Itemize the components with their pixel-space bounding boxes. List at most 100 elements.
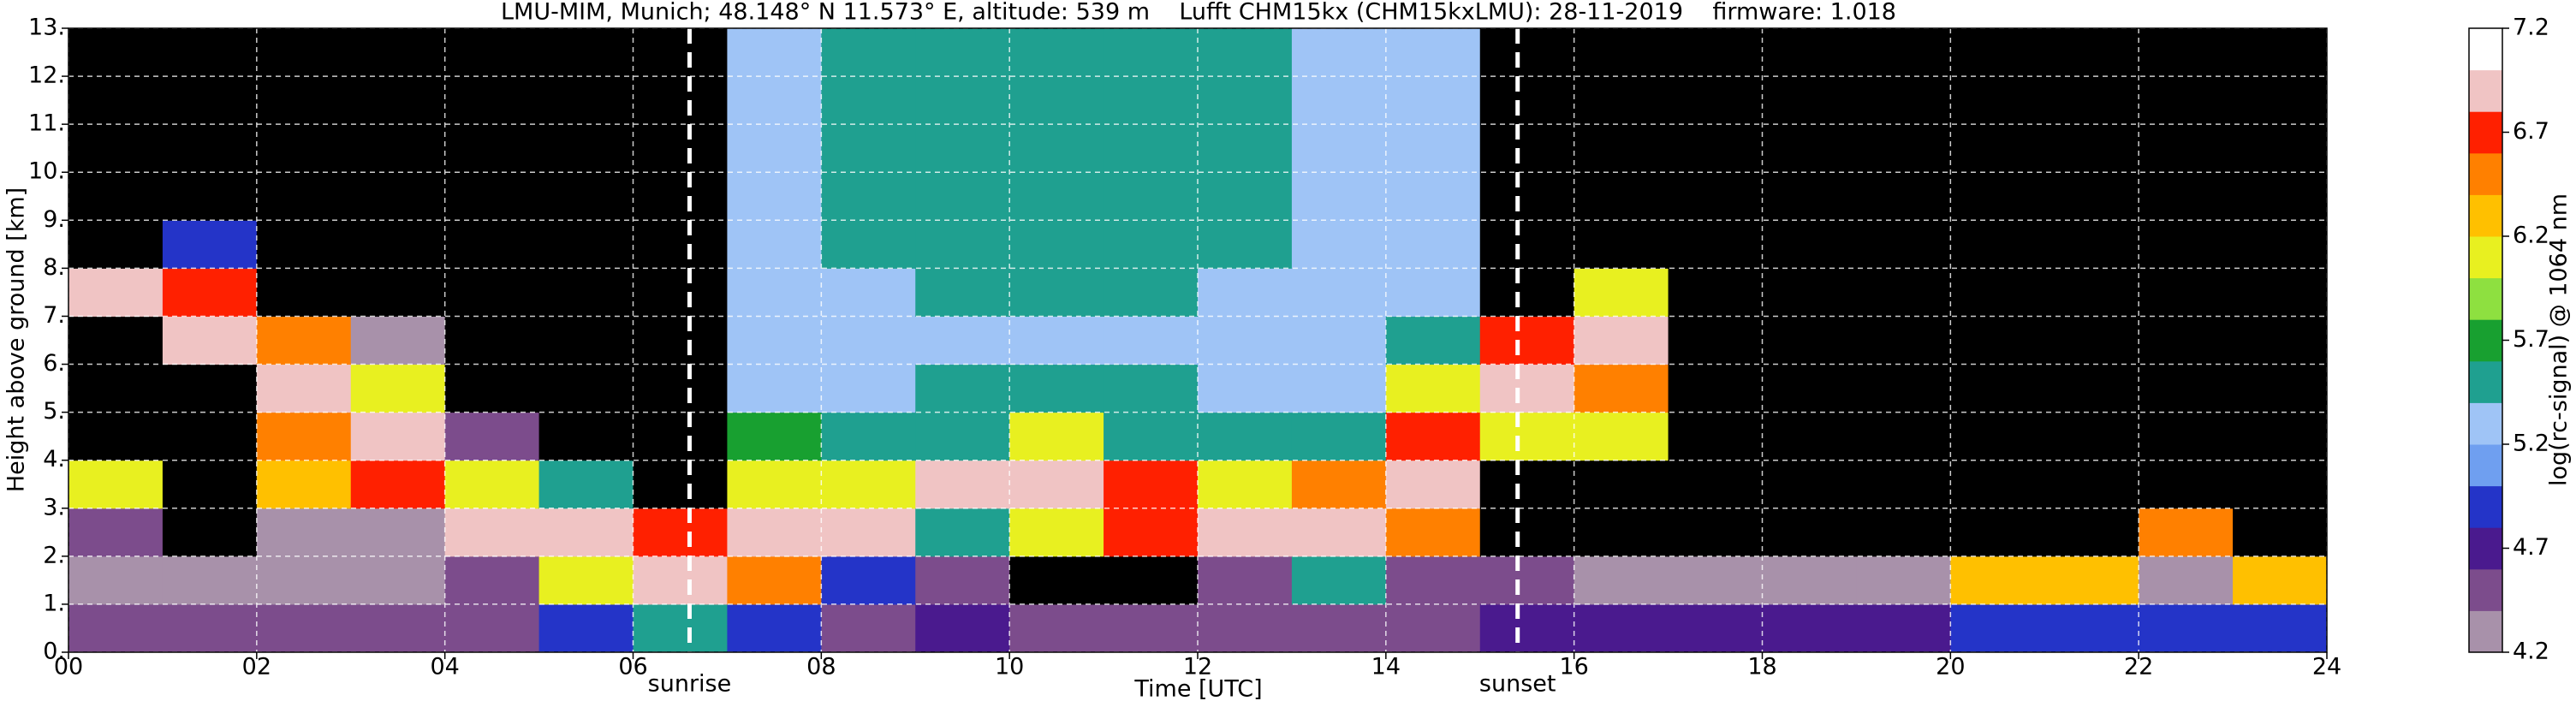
heatmap-cell (1198, 124, 1293, 173)
heatmap-cell (915, 508, 1010, 557)
heatmap-cell (1009, 124, 1104, 173)
heatmap-cell (162, 508, 258, 557)
heatmap-cell (1762, 460, 1857, 509)
colorbar-band (2469, 28, 2502, 71)
heatmap-cell (633, 220, 728, 269)
heatmap-cell (1385, 124, 1481, 173)
heatmap-cell (1856, 316, 1951, 365)
heatmap-cell (633, 268, 728, 317)
y-tick-label: 3. (43, 494, 65, 520)
heatmap-cell (1104, 412, 1199, 461)
heatmap-cell (2139, 364, 2234, 413)
heatmap-cell (1104, 28, 1199, 77)
heatmap-cell (1668, 172, 1763, 221)
heatmap-cell (915, 316, 1010, 365)
heatmap-cell (1104, 556, 1199, 605)
heatmap-cell (821, 172, 916, 221)
heatmap-cell (821, 460, 916, 509)
heatmap-cell (256, 556, 352, 605)
heatmap-cell (350, 76, 446, 125)
heatmap-cell (1950, 508, 2045, 557)
heatmap-cell (1950, 412, 2045, 461)
colorbar-band (2469, 444, 2502, 487)
heatmap-cell (821, 316, 916, 365)
heatmap-cell (1104, 603, 1199, 653)
heatmap-cell (1950, 220, 2045, 269)
heatmap-cell (2139, 508, 2234, 557)
heatmap-cell (1574, 268, 1669, 317)
heatmap-cell (350, 172, 446, 221)
heatmap-cell (444, 364, 540, 413)
heatmap-cell (1479, 268, 1575, 317)
heatmap-cell (727, 364, 822, 413)
heatmap-cell (633, 364, 728, 413)
heatmap-cell (350, 556, 446, 605)
heatmap-cell (1009, 508, 1104, 557)
heatmap-cell (1856, 508, 1951, 557)
heatmap-cell (821, 124, 916, 173)
y-tick-label: 0. (43, 639, 65, 665)
heatmap-cell (538, 268, 634, 317)
heatmap-cell (1291, 556, 1387, 605)
heatmap-cell (1009, 603, 1104, 653)
heatmap-cell (727, 460, 822, 509)
heatmap-cell (1668, 268, 1763, 317)
heatmap-cell (538, 460, 634, 509)
heatmap-cell (1762, 76, 1857, 125)
heatmap-cell (915, 364, 1010, 413)
colorbar-band (2469, 527, 2502, 570)
heatmap-cell (1762, 316, 1857, 365)
heatmap-cell (162, 76, 258, 125)
heatmap-cell (633, 460, 728, 509)
heatmap-cell (633, 412, 728, 461)
heatmap-cell (2044, 603, 2139, 653)
heatmap-cell (1385, 364, 1481, 413)
heatmap-cell (1856, 412, 1951, 461)
y-tick-label: 4. (43, 446, 65, 472)
heatmap-cell (2139, 268, 2234, 317)
heatmap-cell (1574, 172, 1669, 221)
heatmap-cell (68, 508, 164, 557)
heatmap-cell (1762, 172, 1857, 221)
heatmap-cell (1385, 172, 1481, 221)
heatmap-cell (1479, 316, 1575, 365)
heatmap-cell (2139, 316, 2234, 365)
heatmap-cell (444, 556, 540, 605)
colorbar-band (2469, 277, 2502, 320)
x-axis-label: Time [UTC] (1133, 676, 1262, 703)
heatmap-cell (444, 172, 540, 221)
heatmap-cell (1104, 172, 1199, 221)
x-tick-label: 22 (2124, 654, 2153, 680)
heatmap-cell (444, 28, 540, 77)
heatmap-cell (1479, 28, 1575, 77)
heatmap-cell (2139, 412, 2234, 461)
heatmap-cell (1479, 124, 1575, 173)
x-tick-label: 14 (1371, 654, 1401, 680)
heatmap-cell (821, 412, 916, 461)
y-tick-label: 12. (28, 62, 65, 89)
heatmap-cell (1385, 76, 1481, 125)
heatmap-cell (915, 412, 1010, 461)
heatmap-cell (1762, 28, 1857, 77)
heatmap-cell (2233, 220, 2328, 269)
heatmap-cell (633, 76, 728, 125)
heatmap-cell (350, 412, 446, 461)
heatmap-cell (2139, 603, 2234, 653)
heatmap-cell (256, 220, 352, 269)
heatmap-cell (68, 172, 164, 221)
heatmap-cell (1291, 124, 1387, 173)
x-tick-label: 06 (618, 654, 647, 680)
y-tick-label: 13. (28, 15, 65, 41)
heatmap-cell (1668, 220, 1763, 269)
heatmap-cell (1104, 364, 1199, 413)
heatmap-cell (915, 124, 1010, 173)
heatmap-cell (162, 268, 258, 317)
heatmap-cell (68, 364, 164, 413)
heatmap-cell (350, 364, 446, 413)
heatmap-cell (1385, 603, 1481, 653)
heatmap-cell (68, 268, 164, 317)
heatmap-cell (1009, 28, 1104, 77)
colorbar-band (2469, 69, 2502, 112)
heatmap-cell (162, 556, 258, 605)
heatmap-cell (1574, 316, 1669, 365)
